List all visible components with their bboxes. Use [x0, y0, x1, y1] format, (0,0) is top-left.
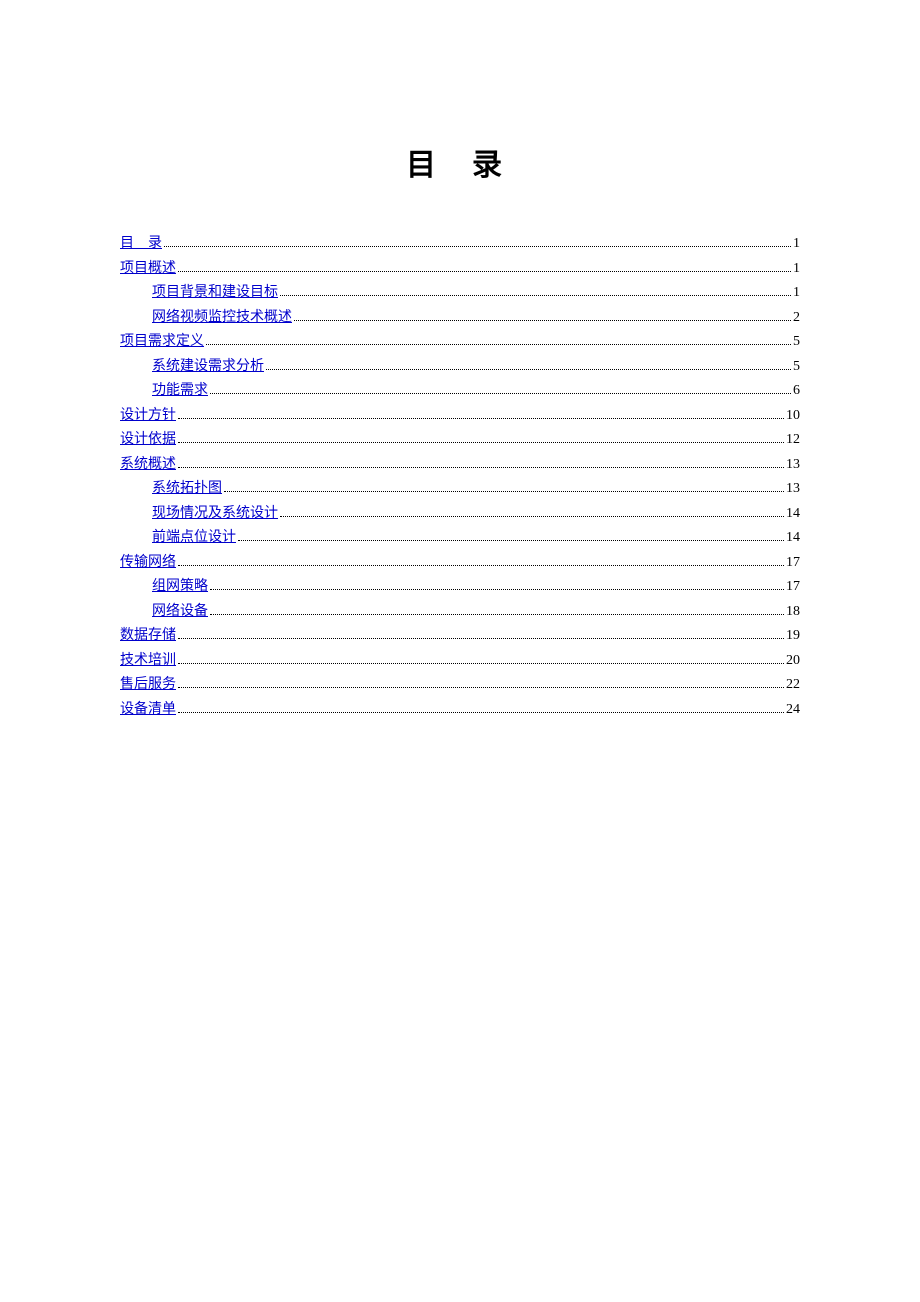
title-part-2: 录: [472, 149, 514, 182]
toc-page-number: 13: [786, 477, 800, 502]
toc-entry: 技术培训 20: [120, 649, 800, 674]
toc-page-number: 20: [786, 649, 800, 674]
toc-leader-dots: [178, 442, 784, 443]
toc-link[interactable]: 组网策略: [152, 575, 208, 600]
toc-entry: 组网策略 17: [120, 575, 800, 600]
toc-entry: 项目概述 1: [120, 257, 800, 282]
toc-leader-dots: [178, 712, 784, 713]
toc-link[interactable]: 网络设备: [152, 600, 208, 625]
toc-link[interactable]: 项目需求定义: [120, 330, 204, 355]
toc-page-number: 22: [786, 673, 800, 698]
toc-link[interactable]: 系统建设需求分析: [152, 355, 264, 380]
toc-leader-dots: [294, 320, 791, 321]
toc-link[interactable]: 设计方针: [120, 404, 176, 429]
toc-leader-dots: [178, 663, 784, 664]
toc-page-number: 12: [786, 428, 800, 453]
toc-entry: 系统拓扑图 13: [120, 477, 800, 502]
toc-entry: 数据存储 19: [120, 624, 800, 649]
toc-leader-dots: [210, 393, 791, 394]
toc-link[interactable]: 网络视频监控技术概述: [152, 306, 292, 331]
toc-leader-dots: [210, 614, 784, 615]
toc-link[interactable]: 项目概述: [120, 257, 176, 282]
toc-link[interactable]: 系统概述: [120, 453, 176, 478]
toc-link[interactable]: 数据存储: [120, 624, 176, 649]
toc-page-number: 5: [793, 330, 800, 355]
toc-leader-dots: [280, 295, 791, 296]
toc-entry: 系统建设需求分析 5: [120, 355, 800, 380]
toc-entry: 传输网络 17: [120, 551, 800, 576]
toc-leader-dots: [178, 467, 784, 468]
toc-entry: 售后服务 22: [120, 673, 800, 698]
toc-leader-dots: [206, 344, 791, 345]
toc-leader-dots: [224, 491, 784, 492]
toc-page-number: 17: [786, 551, 800, 576]
toc-page-number: 6: [793, 379, 800, 404]
toc-link[interactable]: 现场情况及系统设计: [152, 502, 278, 527]
table-of-contents: 目 录1项目概述1项目背景和建设目标1网络视频监控技术概述2项目需求定义5系统建…: [120, 232, 800, 722]
toc-entry: 功能需求 6: [120, 379, 800, 404]
toc-entry: 现场情况及系统设计 14: [120, 502, 800, 527]
toc-page-number: 18: [786, 600, 800, 625]
title-part-1: 目: [406, 149, 448, 182]
toc-page-number: 10: [786, 404, 800, 429]
toc-page-number: 1: [793, 281, 800, 306]
toc-page-number: 14: [786, 502, 800, 527]
document-page: 目录 目 录 1 项目概述 1 项目背景和建设目标 1 网络视频监控技术概述 2 项目需求定义 5…: [0, 0, 920, 722]
toc-page-number: 24: [786, 698, 800, 723]
toc-link[interactable]: 系统拓扑图: [152, 477, 222, 502]
toc-link[interactable]: 项目背景和建设目标: [152, 281, 278, 306]
toc-link[interactable]: 功能需求: [152, 379, 208, 404]
toc-leader-dots: [266, 369, 791, 370]
toc-leader-dots: [178, 271, 791, 272]
toc-leader-dots: [178, 418, 784, 419]
toc-entry: 项目需求定义 5: [120, 330, 800, 355]
toc-entry: 网络设备 18: [120, 600, 800, 625]
toc-leader-dots: [178, 687, 784, 688]
toc-link[interactable]: 设备清单: [120, 698, 176, 723]
toc-entry: 设备清单 24: [120, 698, 800, 723]
toc-link[interactable]: 目 录: [120, 232, 162, 257]
toc-link[interactable]: 传输网络: [120, 551, 176, 576]
toc-entry: 目 录 1: [120, 232, 800, 257]
toc-leader-dots: [210, 589, 784, 590]
toc-link[interactable]: 技术培训: [120, 649, 176, 674]
toc-page-number: 13: [786, 453, 800, 478]
toc-page-number: 2: [793, 306, 800, 331]
toc-entry: 系统概述 13: [120, 453, 800, 478]
toc-page-number: 1: [793, 232, 800, 257]
toc-page-number: 19: [786, 624, 800, 649]
toc-page-number: 17: [786, 575, 800, 600]
toc-entry: 设计依据 12: [120, 428, 800, 453]
toc-link[interactable]: 售后服务: [120, 673, 176, 698]
toc-leader-dots: [164, 246, 791, 247]
toc-link[interactable]: 前端点位设计: [152, 526, 236, 551]
toc-page-number: 5: [793, 355, 800, 380]
toc-entry: 网络视频监控技术概述 2: [120, 306, 800, 331]
toc-leader-dots: [238, 540, 784, 541]
toc-leader-dots: [178, 565, 784, 566]
toc-link[interactable]: 设计依据: [120, 428, 176, 453]
page-title: 目录: [120, 140, 800, 184]
toc-page-number: 1: [793, 257, 800, 282]
toc-entry: 前端点位设计 14: [120, 526, 800, 551]
toc-entry: 项目背景和建设目标 1: [120, 281, 800, 306]
toc-entry: 设计方针 10: [120, 404, 800, 429]
toc-leader-dots: [280, 516, 784, 517]
toc-page-number: 14: [786, 526, 800, 551]
toc-leader-dots: [178, 638, 784, 639]
